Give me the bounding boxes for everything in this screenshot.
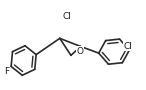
Text: Cl: Cl xyxy=(123,42,132,51)
Text: O: O xyxy=(76,47,83,56)
Text: F: F xyxy=(4,67,9,76)
Text: Cl: Cl xyxy=(62,12,71,21)
